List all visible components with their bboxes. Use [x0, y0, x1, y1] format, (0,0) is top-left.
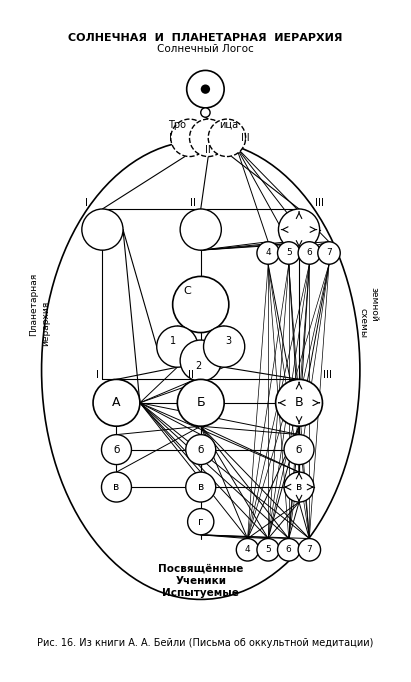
- Circle shape: [284, 434, 314, 464]
- Circle shape: [257, 241, 279, 264]
- Circle shape: [276, 379, 323, 426]
- Text: 5: 5: [286, 248, 292, 258]
- Circle shape: [298, 241, 321, 264]
- Circle shape: [277, 241, 300, 264]
- Text: 4: 4: [266, 248, 271, 258]
- Circle shape: [187, 70, 224, 108]
- Text: 6: 6: [307, 248, 312, 258]
- Text: II: II: [190, 198, 196, 209]
- Text: III: III: [315, 198, 324, 209]
- Text: ица: ица: [219, 120, 238, 130]
- Text: Ученики: Ученики: [175, 576, 226, 586]
- Text: б: б: [198, 445, 204, 455]
- Circle shape: [284, 472, 314, 502]
- Text: 5: 5: [265, 546, 271, 554]
- Circle shape: [278, 209, 320, 250]
- Text: Планетарная: Планетарная: [30, 273, 39, 336]
- Text: III: III: [241, 133, 250, 143]
- Text: в: в: [198, 482, 204, 492]
- Text: С: С: [184, 286, 192, 297]
- Text: 1: 1: [170, 336, 176, 346]
- Text: I: I: [169, 133, 172, 143]
- Text: В: В: [295, 396, 303, 409]
- Circle shape: [201, 108, 210, 117]
- Circle shape: [298, 539, 321, 561]
- Text: 3: 3: [225, 336, 231, 346]
- Text: II: II: [188, 370, 194, 380]
- Text: Испытуемые: Испытуемые: [162, 588, 239, 598]
- Text: СОЛНЕЧНАЯ  И  ПЛАНЕТАРНАЯ  ИЕРАРХИЯ: СОЛНЕЧНАЯ И ПЛАНЕТАРНАЯ ИЕРАРХИЯ: [68, 33, 343, 43]
- Text: Рис. 16. Из книги А. А. Бейли (Письма об оккультной медитации): Рис. 16. Из книги А. А. Бейли (Письма об…: [37, 638, 374, 649]
- Text: II: II: [206, 145, 211, 155]
- Circle shape: [188, 509, 214, 535]
- Circle shape: [102, 434, 132, 464]
- Circle shape: [82, 209, 123, 250]
- Circle shape: [93, 379, 140, 426]
- Text: 7: 7: [326, 248, 332, 258]
- Text: г: г: [198, 517, 203, 527]
- Text: Б: Б: [196, 396, 205, 409]
- Circle shape: [318, 241, 340, 264]
- Circle shape: [257, 539, 279, 561]
- Text: схемы: схемы: [358, 308, 367, 338]
- Circle shape: [208, 119, 246, 157]
- Text: в: в: [296, 482, 302, 492]
- Circle shape: [180, 209, 222, 250]
- Text: б: б: [113, 445, 120, 455]
- Text: 2: 2: [196, 361, 202, 371]
- Circle shape: [277, 539, 300, 561]
- Circle shape: [102, 472, 132, 502]
- Text: I: I: [96, 370, 99, 380]
- Circle shape: [186, 472, 216, 502]
- Circle shape: [173, 276, 229, 333]
- Text: в: в: [113, 482, 120, 492]
- Text: Тро: Тро: [169, 120, 186, 130]
- Circle shape: [180, 340, 222, 381]
- Text: 7: 7: [307, 546, 312, 554]
- Text: 4: 4: [245, 546, 250, 554]
- Text: III: III: [323, 370, 332, 380]
- Text: А: А: [112, 396, 121, 409]
- Circle shape: [171, 119, 208, 157]
- Circle shape: [236, 539, 259, 561]
- Circle shape: [201, 85, 210, 94]
- Circle shape: [186, 434, 216, 464]
- Circle shape: [157, 326, 198, 367]
- Text: I: I: [85, 198, 88, 209]
- Text: 6: 6: [286, 546, 292, 554]
- Text: Солнечный Логос: Солнечный Логос: [157, 44, 254, 54]
- Circle shape: [189, 119, 227, 157]
- Text: земной: земной: [369, 287, 379, 322]
- Circle shape: [177, 379, 224, 426]
- Text: Посвящённые: Посвящённые: [158, 563, 243, 574]
- Circle shape: [203, 326, 245, 367]
- Text: иерархия: иерархия: [41, 301, 50, 346]
- Text: б: б: [296, 445, 302, 455]
